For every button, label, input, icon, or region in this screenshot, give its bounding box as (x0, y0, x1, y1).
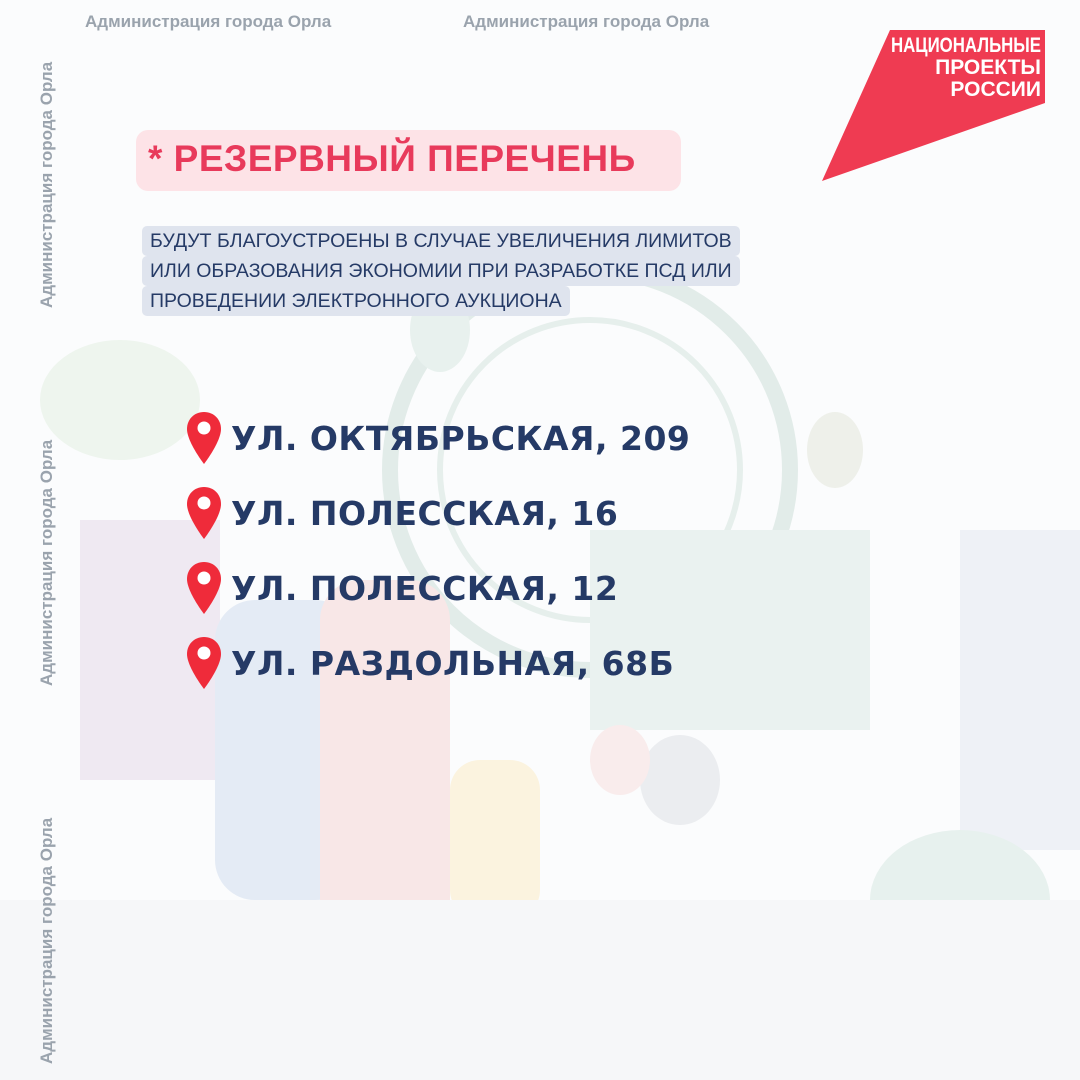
subtitle-line: ИЛИ ОБРАЗОВАНИЯ ЭКОНОМИИ ПРИ РАЗРАБОТКЕ … (142, 256, 740, 286)
address-item: УЛ. ПОЛЕССКАЯ, 16 (185, 485, 618, 541)
address-label: УЛ. РАЗДОЛЬНАЯ, 68Б (231, 643, 675, 683)
logo-line: ПРОЕКТЫ (935, 56, 1041, 79)
logo-line: НАЦИОНАЛЬНЫЕ (891, 34, 1041, 57)
map-pin-icon (187, 562, 221, 614)
subtitle-line: ПРОВЕДЕНИИ ЭЛЕКТРОННОГО АУКЦИОНА (142, 286, 570, 316)
watermark-text: Администрация города Орла (37, 817, 56, 1064)
subtitle-line: БУДУТ БЛАГОУСТРОЕНЫ В СЛУЧАЕ УВЕЛИЧЕНИЯ … (142, 226, 740, 256)
address-item: УЛ. ПОЛЕССКАЯ, 12 (185, 560, 618, 616)
address-item: УЛ. РАЗДОЛЬНАЯ, 68Б (185, 635, 674, 691)
logo-line: РОССИИ (950, 78, 1041, 101)
address-label: УЛ. ОКТЯБРЬСКАЯ, 209 (231, 418, 691, 458)
national-projects-logo: НАЦИОНАЛЬНЫЕ ПРОЕКТЫ РОССИИ (820, 28, 1050, 192)
address-label: УЛ. ПОЛЕССКАЯ, 16 (231, 493, 619, 533)
watermark-text: Администрация города Орла (463, 12, 710, 31)
map-pin-icon (187, 637, 221, 689)
map-pin-icon (187, 487, 221, 539)
address-label: УЛ. ПОЛЕССКАЯ, 12 (231, 568, 619, 608)
watermark-text: Администрация города Орла (85, 12, 332, 31)
map-pin-icon (187, 412, 221, 464)
subtitle: БУДУТ БЛАГОУСТРОЕНЫ В СЛУЧАЕ УВЕЛИЧЕНИЯ … (142, 226, 740, 316)
watermark-text: Администрация города Орла (37, 439, 56, 686)
watermark-text: Администрация города Орла (37, 61, 56, 308)
address-item: УЛ. ОКТЯБРЬСКАЯ, 209 (185, 410, 690, 466)
title-background (136, 130, 681, 191)
page-title: * РЕЗЕРВНЫЙ ПЕРЕЧЕНЬ (148, 138, 636, 179)
